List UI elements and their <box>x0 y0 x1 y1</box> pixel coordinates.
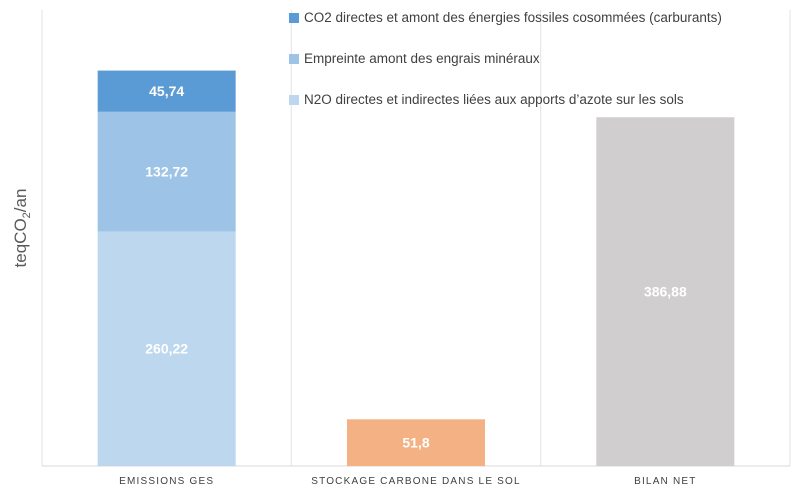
legend-swatch-engrais <box>289 54 299 64</box>
x-tick-labels: EMISSIONS GES STOCKAGE CARBONE DANS LE SO… <box>119 476 696 487</box>
bars <box>97 70 735 467</box>
bar-stockage <box>347 419 485 466</box>
legend-label-n2o: N2O directes et indirectes liées aux app… <box>304 92 684 107</box>
legend-swatch-n2o <box>289 95 299 105</box>
bar-engrais <box>97 111 236 232</box>
data-label-stockage: 51,8 <box>402 435 429 451</box>
x-tick-label: STOCKAGE CARBONE DANS LE SOL <box>311 476 521 487</box>
legend: CO2 directes et amont des énergies fossi… <box>289 10 722 107</box>
x-tick-label: BILAN NET <box>634 476 696 487</box>
bar-bilan <box>596 117 735 467</box>
data-label-engrais: 132,72 <box>145 164 188 180</box>
legend-label-co2: CO2 directes et amont des énergies fossi… <box>304 10 722 25</box>
x-tick-label: EMISSIONS GES <box>119 476 214 487</box>
data-label-bilan: 386,88 <box>644 284 687 300</box>
y-axis-label-suffix: /an <box>11 189 30 213</box>
bar-n2o <box>97 231 236 466</box>
category-separators <box>41 10 791 466</box>
bar-co2 <box>97 70 236 112</box>
data-label-co2: 45,74 <box>149 83 184 99</box>
y-axis-label-sub: 2 <box>21 212 33 218</box>
y-axis-label-main: teqCO <box>11 218 30 267</box>
legend-swatch-co2 <box>289 13 299 23</box>
data-labels: 260,22 132,72 45,74 51,8 386,88 <box>145 83 687 450</box>
legend-label-engrais: Empreinte amont des engrais minéraux <box>304 51 540 66</box>
y-axis-label: teqCO2/an <box>11 189 33 268</box>
data-label-n2o: 260,22 <box>145 341 188 357</box>
